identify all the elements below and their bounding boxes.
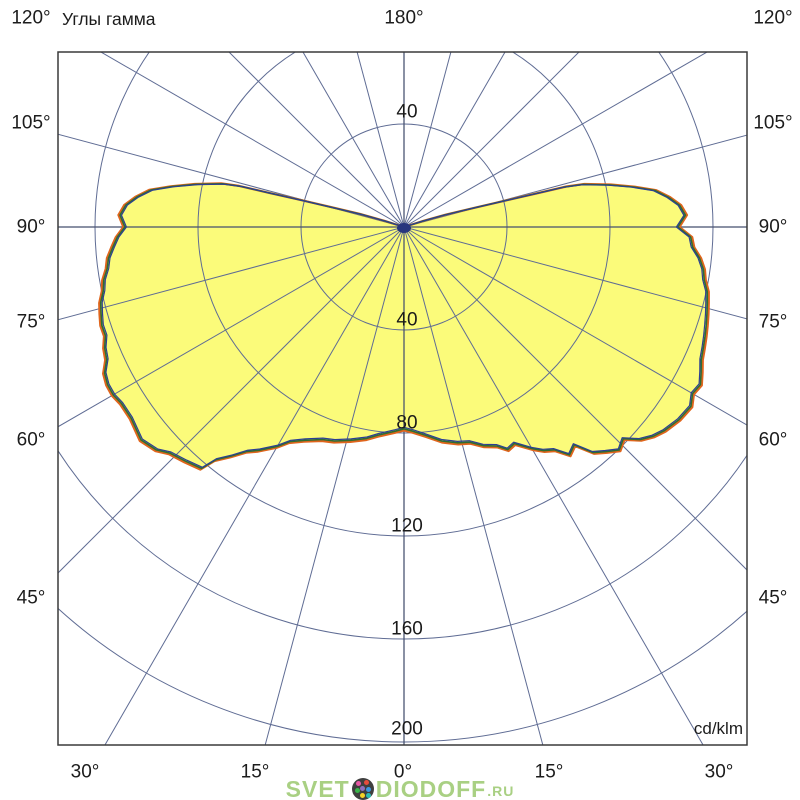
- grid-ray-150: [403, 52, 506, 228]
- left-angle-label-75: 75°: [16, 311, 46, 333]
- right-angle-label-60: 60°: [758, 429, 788, 451]
- grid-ray-225: [228, 52, 405, 228]
- grid-ray-60: [403, 226, 747, 426]
- right-angle-label-105: 105°: [753, 112, 793, 134]
- radial-tick-label-200: 200: [391, 718, 423, 740]
- bottom-angle-label-0: 30°: [70, 761, 100, 783]
- right-angle-label-120: 120°: [753, 7, 793, 29]
- center-marker: [397, 223, 411, 233]
- units-label: cd/klm: [693, 719, 743, 738]
- left-angle-label-60: 60°: [16, 429, 46, 451]
- radial-tick-label-80: 80: [396, 412, 418, 434]
- curve-navy: [101, 183, 707, 468]
- grid-ray-45: [403, 226, 747, 571]
- grid-ray-240: [99, 52, 405, 228]
- left-angle-label-45: 45°: [16, 587, 46, 609]
- grid-ray-345: [264, 226, 405, 745]
- radial-tick-label-160: 160: [391, 618, 423, 640]
- grid-ray-255: [58, 133, 405, 228]
- bottom-angle-label-4: 30°: [704, 761, 734, 783]
- grid-ray-15: [403, 226, 544, 745]
- chart-title: Углы гамма: [62, 9, 156, 29]
- grid-ray-330: [104, 226, 405, 745]
- grid-ray-210: [302, 52, 405, 228]
- left-angle-label-90: 90°: [16, 216, 46, 238]
- right-angle-label-75: 75°: [758, 311, 788, 333]
- grid-ray-135: [403, 52, 580, 228]
- grid-ray-315: [58, 226, 405, 574]
- right-angle-label-45: 45°: [758, 587, 788, 609]
- grid-ray-285: [58, 226, 405, 321]
- grid-ray-300: [58, 226, 405, 428]
- bottom-angle-label-3: 15°: [534, 761, 564, 783]
- grid-ray-120: [403, 52, 709, 228]
- radial-tick-label-120: 120: [391, 515, 423, 537]
- grid-ray-105: [403, 134, 747, 228]
- grid-ray-75: [403, 226, 747, 320]
- radial-tick-label-40: 40: [396, 309, 418, 331]
- left-angle-label-105: 105°: [11, 112, 51, 134]
- grid-ray-30: [403, 226, 704, 745]
- bottom-angle-label-1: 15°: [240, 761, 270, 783]
- curve-orange: [98, 182, 710, 471]
- right-angle-label-90: 90°: [758, 216, 788, 238]
- grid-ray-165: [403, 52, 452, 228]
- left-angle-label-120: 120°: [11, 7, 51, 29]
- plot-border: [57, 51, 748, 746]
- grid-ray-195: [356, 52, 405, 228]
- radial-tick-label-above-40: 40: [396, 101, 418, 123]
- curve-green: [99, 183, 709, 470]
- top-angle-label: 180°: [384, 7, 424, 29]
- bottom-angle-label-2: 0°: [393, 761, 413, 783]
